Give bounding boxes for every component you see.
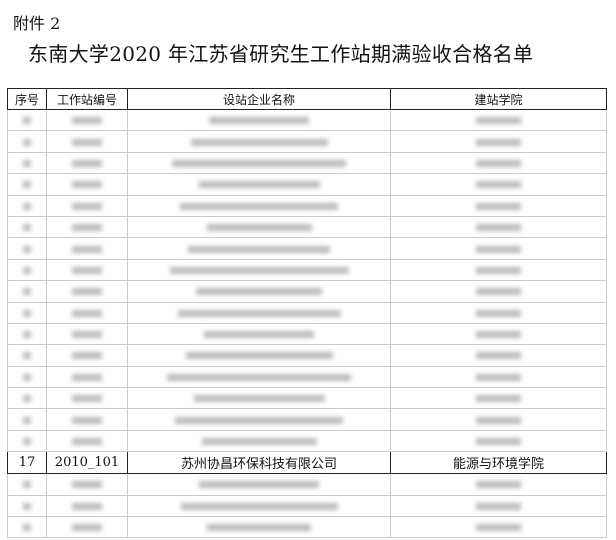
table-row-redacted: [7, 173, 607, 196]
table-row-redacted: [7, 387, 607, 410]
table-row-redacted: [7, 130, 607, 153]
table-row-redacted: [7, 258, 607, 282]
cell-no: 17: [7, 451, 47, 475]
table-row-redacted: [7, 194, 607, 217]
table-row-redacted: [7, 280, 607, 303]
header-no: 序号: [7, 88, 47, 110]
cell-company: 苏州协昌环保科技有限公司: [127, 451, 391, 475]
table-row-redacted: [7, 322, 607, 346]
table-row-redacted: [7, 237, 607, 260]
header-station-code: 工作站编号: [46, 88, 128, 110]
table-row-redacted: [7, 494, 607, 518]
cell-college: 能源与环境学院: [390, 451, 607, 475]
document-title: 东南大学2020 年江苏省研究生工作站期满验收合格名单: [28, 42, 534, 66]
table-row-redacted: [7, 344, 607, 367]
header-company: 设站企业名称: [127, 88, 391, 110]
table-row-redacted: [7, 408, 607, 431]
header-college: 建站学院: [390, 88, 607, 110]
attachment-label: 附件 2: [13, 14, 61, 33]
table-row-redacted: [7, 215, 607, 239]
table-row-redacted: [7, 151, 607, 175]
table-row-redacted: [7, 301, 607, 324]
table-row-redacted: [7, 429, 607, 453]
table-row-redacted: [7, 473, 607, 496]
table-row-redacted: [7, 108, 607, 132]
table-row-redacted: [7, 516, 607, 539]
cell-code: 2010_101: [46, 451, 128, 475]
table-row: 17 2010_101 苏州协昌环保科技有限公司 能源与环境学院: [7, 451, 607, 475]
table-row-redacted: [7, 365, 607, 389]
table-header: 序号 工作站编号 设站企业名称 建站学院: [7, 88, 607, 110]
qualified-list-table: 序号 工作站编号 设站企业名称 建站学院 17 2010_101 苏州协昌环保科技有…: [7, 88, 607, 539]
